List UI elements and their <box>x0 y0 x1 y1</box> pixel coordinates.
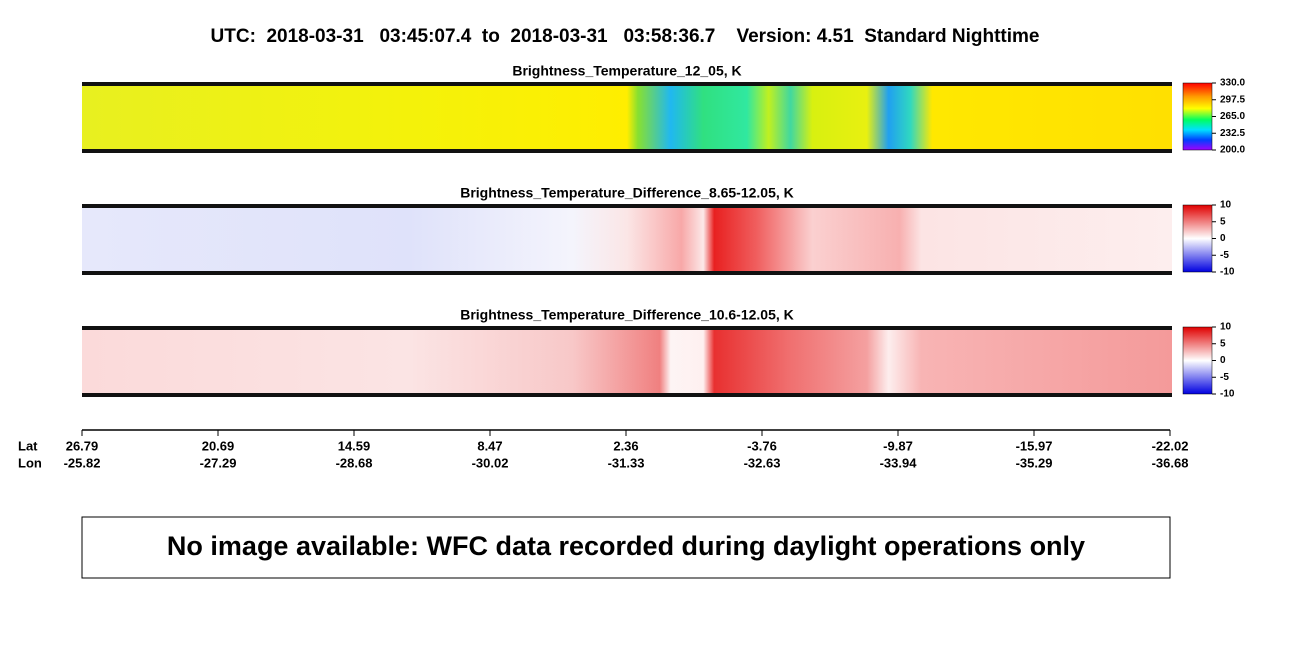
message-box <box>81 516 1171 579</box>
colorbar-tick-label: -5 <box>1220 250 1229 261</box>
message: No image available: WFC data recorded du… <box>167 531 1085 561</box>
lat-tick-label: -3.76 <box>747 438 777 453</box>
lat-tick-label: 8.47 <box>477 438 502 453</box>
lon-tick-label: -25.82 <box>64 455 101 470</box>
lat-tick-label: -22.02 <box>1152 438 1189 453</box>
lat-tick-label: -15.97 <box>1016 438 1053 453</box>
lat-tick-label: 14.59 <box>338 438 371 453</box>
colorbar-tick-label: 5 <box>1220 216 1226 227</box>
strip-edge-top <box>82 204 1172 208</box>
strip-edge-top <box>82 326 1172 330</box>
lon-tick-label: -27.29 <box>200 455 237 470</box>
image-strip <box>82 207 1172 272</box>
panel-title: Brightness_Temperature_Difference_8.65-1… <box>460 185 794 201</box>
lon-label: Lon <box>18 455 42 470</box>
colorbar <box>1182 82 1213 151</box>
colorbar-tick-label: 10 <box>1220 322 1232 333</box>
colorbar-tick-label: 0 <box>1220 355 1226 366</box>
lat-label: Lat <box>18 438 38 453</box>
colorbar-tick-label: 0 <box>1220 233 1226 244</box>
lat-tick-label: 2.36 <box>613 438 638 453</box>
lon-tick-label: -30.02 <box>472 455 509 470</box>
colorbar-tick-label: -10 <box>1220 267 1235 278</box>
colorbar <box>1182 326 1213 395</box>
lon-tick-label: -33.94 <box>880 455 918 470</box>
colorbar-tick-label: 265.0 <box>1220 111 1245 122</box>
colorbar <box>1182 204 1213 273</box>
image-strip <box>82 329 1172 394</box>
strip-edge-bottom <box>82 393 1172 397</box>
lon-tick-label: -32.63 <box>744 455 781 470</box>
colorbar-tick-label: 5 <box>1220 338 1226 349</box>
lat-tick-label: 20.69 <box>202 438 235 453</box>
panel-title: Brightness_Temperature_Difference_10.6-1… <box>460 307 794 323</box>
lat-tick-label: 26.79 <box>66 438 99 453</box>
colorbar-tick-label: 297.5 <box>1220 94 1245 105</box>
lon-tick-label: -35.29 <box>1016 455 1053 470</box>
strip-edge-bottom <box>82 271 1172 275</box>
strip-edge-top <box>82 82 1172 86</box>
colorbar-tick-label: -10 <box>1220 389 1235 400</box>
colorbar-tick-label: 232.5 <box>1220 128 1245 139</box>
lon-tick-label: -36.68 <box>1152 455 1189 470</box>
colorbar-tick-label: 10 <box>1220 200 1232 211</box>
lat-tick-label: -9.87 <box>883 438 913 453</box>
lon-tick-label: -28.68 <box>336 455 373 470</box>
panel-title: Brightness_Temperature_12_05, K <box>512 63 741 79</box>
colorbar-tick-label: 200.0 <box>1220 145 1245 156</box>
chart-title: UTC: 2018-03-31 03:45:07.4 to 2018-03-31… <box>211 26 1040 47</box>
strip-edge-bottom <box>82 149 1172 153</box>
colorbar-tick-label: 330.0 <box>1220 78 1245 89</box>
colorbar-tick-label: -5 <box>1220 372 1229 383</box>
lon-tick-label: -31.33 <box>608 455 645 470</box>
image-strip <box>82 85 1172 150</box>
